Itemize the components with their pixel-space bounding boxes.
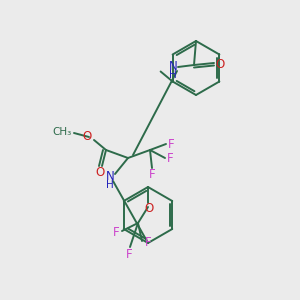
Text: F: F — [145, 236, 151, 250]
Text: F: F — [168, 137, 174, 151]
Text: O: O — [215, 58, 225, 70]
Text: F: F — [149, 169, 155, 182]
Text: CH₃: CH₃ — [53, 127, 72, 137]
Text: F: F — [167, 152, 173, 164]
Text: H: H — [106, 180, 114, 190]
Text: N: N — [106, 169, 114, 182]
Text: N: N — [169, 59, 177, 73]
Text: O: O — [82, 130, 91, 143]
Text: H: H — [169, 70, 177, 80]
Text: O: O — [95, 167, 105, 179]
Text: F: F — [126, 248, 132, 260]
Text: F: F — [113, 226, 119, 239]
Text: O: O — [144, 202, 154, 215]
